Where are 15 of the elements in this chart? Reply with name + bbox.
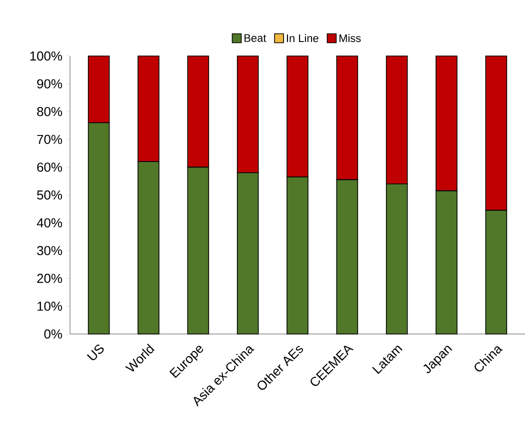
y-tick-label: 90%	[37, 79, 62, 88]
legend-label: Beat	[244, 34, 266, 42]
y-tick-label: 50%	[37, 190, 62, 200]
y-tick-label: 80%	[37, 107, 62, 116]
y-tick-label: 60%	[37, 162, 62, 172]
x-tick-label: US	[86, 344, 104, 360]
y-tick-label: 40%	[36, 218, 62, 228]
legend-label: Miss	[340, 34, 361, 42]
y-tick-label: 100%	[30, 51, 62, 61]
y-tick-label: 10%	[38, 302, 62, 311]
y-tick-label: 0%	[44, 329, 62, 339]
legend-label: In Line	[286, 34, 318, 42]
y-tick-label: 70%	[37, 134, 62, 144]
y-tick-label: 30%	[37, 246, 62, 256]
y-tick-label: 20%	[37, 274, 62, 283]
